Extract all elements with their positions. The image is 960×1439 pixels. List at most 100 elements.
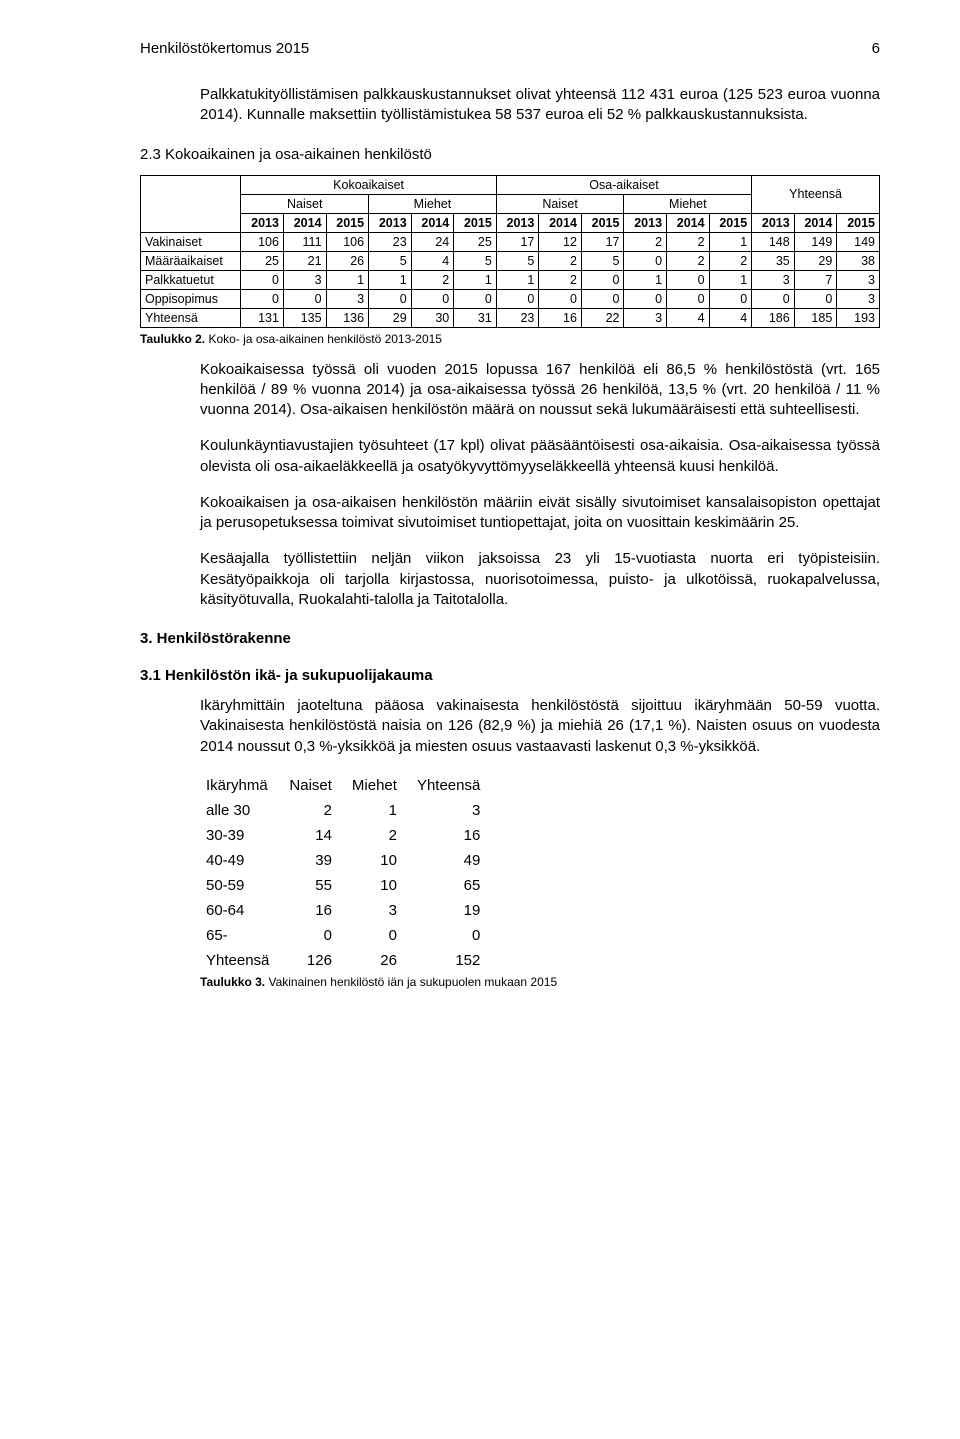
table1-year: 2014 [283, 213, 326, 232]
table2-row-label: 65- [200, 923, 283, 948]
paragraph-p2: Kokoaikaisessa työssä oli vuoden 2015 lo… [200, 360, 880, 421]
table1-row-label: Palkkatuetut [141, 270, 241, 289]
table2-cell: 3 [346, 898, 411, 923]
table1-row-label: Vakinaiset [141, 232, 241, 251]
table1-sub-miehet-2: Miehet [624, 194, 752, 213]
table1-cell: 3 [752, 270, 795, 289]
table1-cell: 22 [581, 308, 624, 327]
table1-cell: 1 [624, 270, 667, 289]
table1-group-osaaikaiset: Osa-aikaiset [496, 175, 751, 194]
table1-cell: 26 [326, 251, 369, 270]
table1-cell: 23 [496, 308, 539, 327]
table2-header-naiset: Naiset [283, 773, 346, 798]
table2-cell: 1 [346, 798, 411, 823]
table1-cell: 2 [667, 232, 710, 251]
table2-cell: 126 [283, 948, 346, 973]
table-row: Vakinaiset106111106232425171217221148149… [141, 232, 880, 251]
table1-cell: 0 [241, 270, 284, 289]
table1-cell: 0 [667, 270, 710, 289]
paragraph-p6: Ikäryhmittäin jaoteltuna pääosa vakinais… [200, 696, 880, 757]
table1-year: 2015 [709, 213, 752, 232]
table1-cell: 35 [752, 251, 795, 270]
table1-cell: 23 [369, 232, 412, 251]
table1-year: 2015 [837, 213, 880, 232]
table2-cell: 10 [346, 873, 411, 898]
table-row: 60-6416319 [200, 898, 494, 923]
table2-cell: 3 [411, 798, 494, 823]
table-row: Yhteensä12626152 [200, 948, 494, 973]
table1-cell: 30 [411, 308, 454, 327]
table2-cell: 16 [411, 823, 494, 848]
table1-cell: 29 [794, 251, 837, 270]
table1-group-yhteensa: Yhteensä [752, 175, 880, 213]
table1-cell: 5 [581, 251, 624, 270]
table1-cell: 0 [369, 289, 412, 308]
table1-cell: 17 [581, 232, 624, 251]
table-row: Määräaikaiset252126545525022352938 [141, 251, 880, 270]
table2-row-label: 30-39 [200, 823, 283, 848]
table1-cell: 3 [837, 289, 880, 308]
table2-header-miehet: Miehet [346, 773, 411, 798]
table1-cell: 131 [241, 308, 284, 327]
table1-cell: 38 [837, 251, 880, 270]
table1-cell: 4 [667, 308, 710, 327]
table-ikaryhma: Ikäryhmä Naiset Miehet Yhteensä alle 302… [200, 773, 494, 973]
table1-cell: 0 [539, 289, 582, 308]
table1-cell: 0 [794, 289, 837, 308]
table1-year-row: 2013 2014 2015 2013 2014 2015 2013 2014 … [141, 213, 880, 232]
table1-cell: 25 [241, 251, 284, 270]
table1-cell: 3 [837, 270, 880, 289]
table2-row-label: Yhteensä [200, 948, 283, 973]
table-row: 30-3914216 [200, 823, 494, 848]
table1-year: 2014 [794, 213, 837, 232]
table1-cell: 3 [624, 308, 667, 327]
table2-header-ikaryhma: Ikäryhmä [200, 773, 283, 798]
table2-row-label: alle 30 [200, 798, 283, 823]
table1-cell: 25 [454, 232, 497, 251]
table2-caption-bold: Taulukko 3. [200, 975, 265, 989]
table1-cell: 5 [454, 251, 497, 270]
table1-row-label: Määräaikaiset [141, 251, 241, 270]
table1-year: 2014 [667, 213, 710, 232]
header-page-number: 6 [872, 40, 880, 57]
table1-cell: 136 [326, 308, 369, 327]
table2-row-label: 50-59 [200, 873, 283, 898]
table1-year: 2013 [624, 213, 667, 232]
table1-cell: 149 [794, 232, 837, 251]
table1-cell: 0 [496, 289, 539, 308]
heading-3: 3. Henkilöstörakenne [140, 630, 880, 647]
table1-cell: 0 [624, 289, 667, 308]
table-row: alle 30213 [200, 798, 494, 823]
paragraph-p3: Koulunkäyntiavustajien työsuhteet (17 kp… [200, 436, 880, 477]
table2-cell: 152 [411, 948, 494, 973]
table-row: Oppisopimus003000000000003 [141, 289, 880, 308]
table1-cell: 5 [496, 251, 539, 270]
header-title: Henkilöstökertomus 2015 [140, 40, 309, 57]
table2-row-label: 60-64 [200, 898, 283, 923]
table1-cell: 1 [496, 270, 539, 289]
table1-cell: 0 [241, 289, 284, 308]
table1-cell: 2 [539, 251, 582, 270]
table1-sub-naiset-2: Naiset [496, 194, 624, 213]
table1-row-label: Oppisopimus [141, 289, 241, 308]
table1-cell: 0 [624, 251, 667, 270]
heading-3-1: 3.1 Henkilöstön ikä- ja sukupuolijakauma [140, 667, 880, 684]
table-row: Yhteensä13113513629303123162234418618519… [141, 308, 880, 327]
table1-cell: 12 [539, 232, 582, 251]
table1-cell: 1 [326, 270, 369, 289]
table1-cell: 185 [794, 308, 837, 327]
table1-cell: 135 [283, 308, 326, 327]
table1-cell: 106 [241, 232, 284, 251]
table1-cell: 0 [581, 289, 624, 308]
table1-cell: 193 [837, 308, 880, 327]
table1-cell: 186 [752, 308, 795, 327]
table2-cell: 16 [283, 898, 346, 923]
table-row: 65-000 [200, 923, 494, 948]
table1-year: 2015 [581, 213, 624, 232]
table1-year: 2013 [496, 213, 539, 232]
table1-year: 2013 [752, 213, 795, 232]
table1-cell: 2 [667, 251, 710, 270]
table1-cell: 106 [326, 232, 369, 251]
table1-group-kokoaikaiset: Kokoaikaiset [241, 175, 496, 194]
table1-cell: 31 [454, 308, 497, 327]
